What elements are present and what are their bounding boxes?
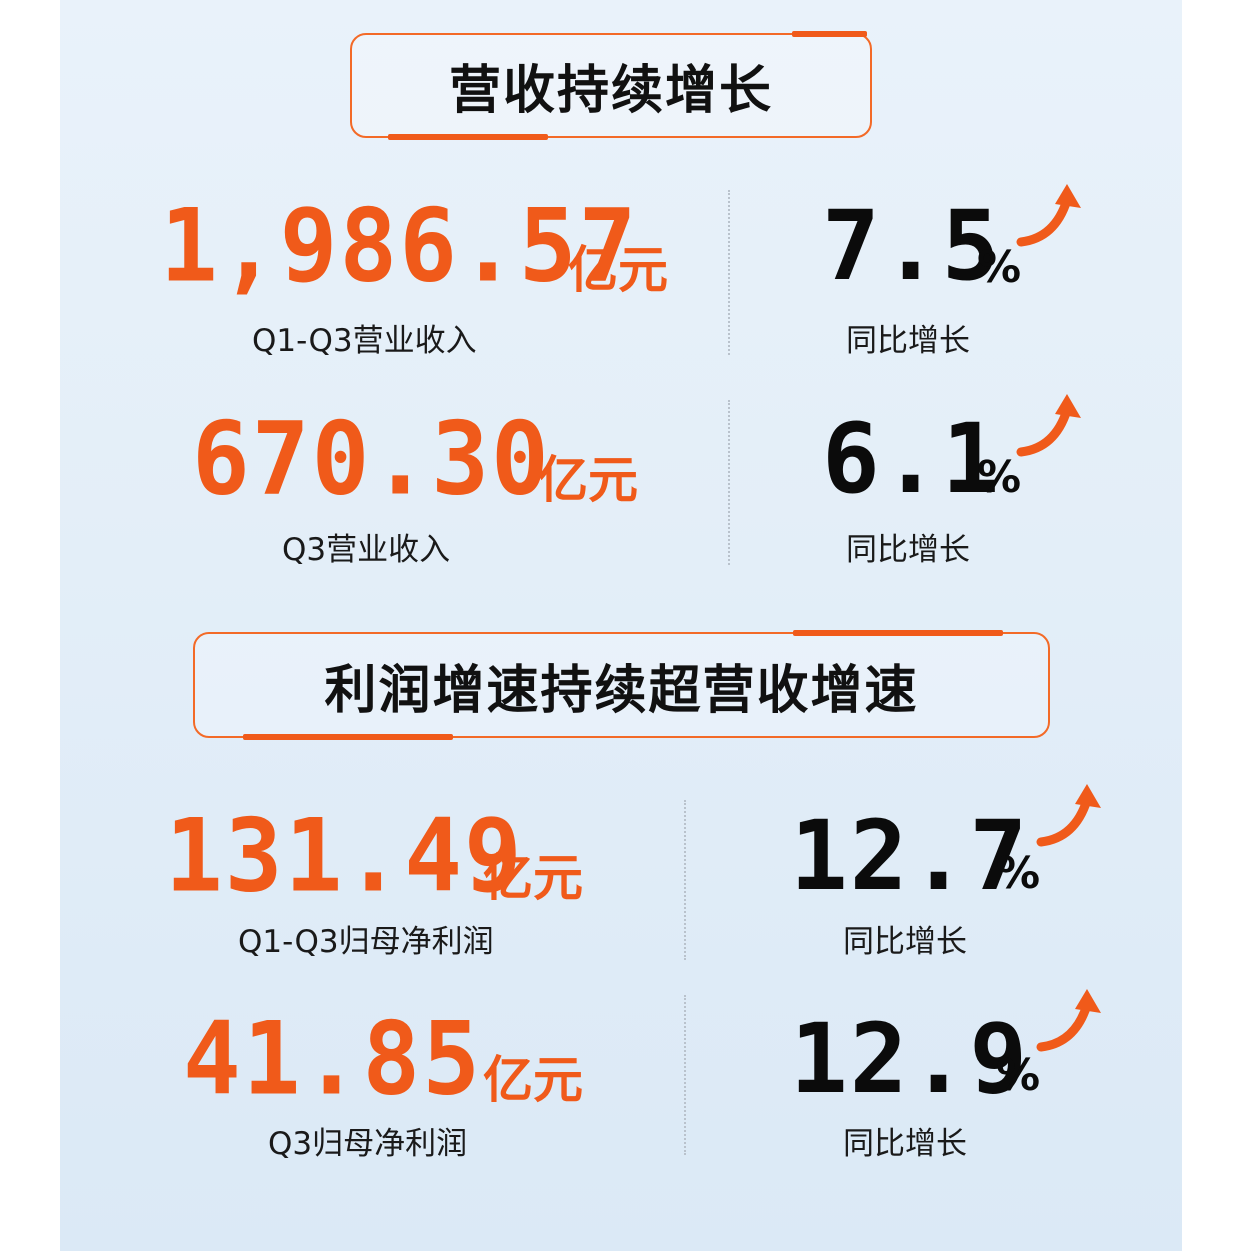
up-arrow-icon [1036,784,1101,847]
profit-q3-caption: Q3归母净利润 [268,1126,468,1162]
profit-q1q3-unit: 亿元 [483,849,583,907]
row-divider [728,190,730,355]
revenue-q3-unit: 亿元 [538,451,638,509]
revenue-q3-growth: 6.1 [822,403,1002,515]
revenue-q1q3-growth-caption: 同比增长 [846,323,970,359]
section-1-title: 营收持续增长 [448,61,773,121]
up-arrow-icon [1016,184,1081,247]
title-accent-top [792,31,867,37]
profit-q3-growth-unit: % [996,1050,1041,1101]
profit-q3-growth: 12.9 [790,1003,1030,1115]
profit-q3-growth-caption: 同比增长 [843,1126,967,1162]
row-divider [684,800,686,960]
revenue-q1q3-unit: 亿元 [568,241,668,299]
revenue-q1q3-growth: 7.5 [822,190,1002,302]
revenue-q1q3-value: 1,986.57 [160,187,639,305]
row-divider [684,995,686,1155]
section-1-title-box: 营收持续增长 [350,31,872,140]
revenue-q1q3-growth-unit: % [977,242,1022,293]
profit-q3-unit: 亿元 [483,1051,583,1109]
revenue-q1q3-caption: Q1-Q3营业收入 [252,323,477,359]
title-accent-top [793,630,1003,636]
profit-q1q3-caption: Q1-Q3归母净利润 [238,924,494,960]
profit-q1q3-growth: 12.7 [790,800,1030,912]
revenue-q3-growth-caption: 同比增长 [846,532,970,568]
section-2-title: 利润增速持续超营收增速 [324,660,919,721]
infographic-panel [60,0,1182,1251]
row-divider [728,400,730,565]
section-2-title-box: 利润增速持续超营收增速 [193,630,1050,740]
up-arrow-icon [1016,394,1081,457]
up-arrow-icon [1036,989,1101,1052]
profit-q1q3-growth-unit: % [996,848,1041,899]
profit-q1q3-growth-caption: 同比增长 [843,924,967,960]
title-accent-bottom [388,134,548,140]
revenue-q3-growth-unit: % [977,452,1022,503]
revenue-q3-caption: Q3营业收入 [282,532,451,568]
profit-q1q3-value: 131.49 [165,797,524,915]
revenue-q3-value: 670.30 [192,400,551,518]
title-accent-bottom [243,734,453,740]
profit-q3-value: 41.85 [183,1000,482,1118]
